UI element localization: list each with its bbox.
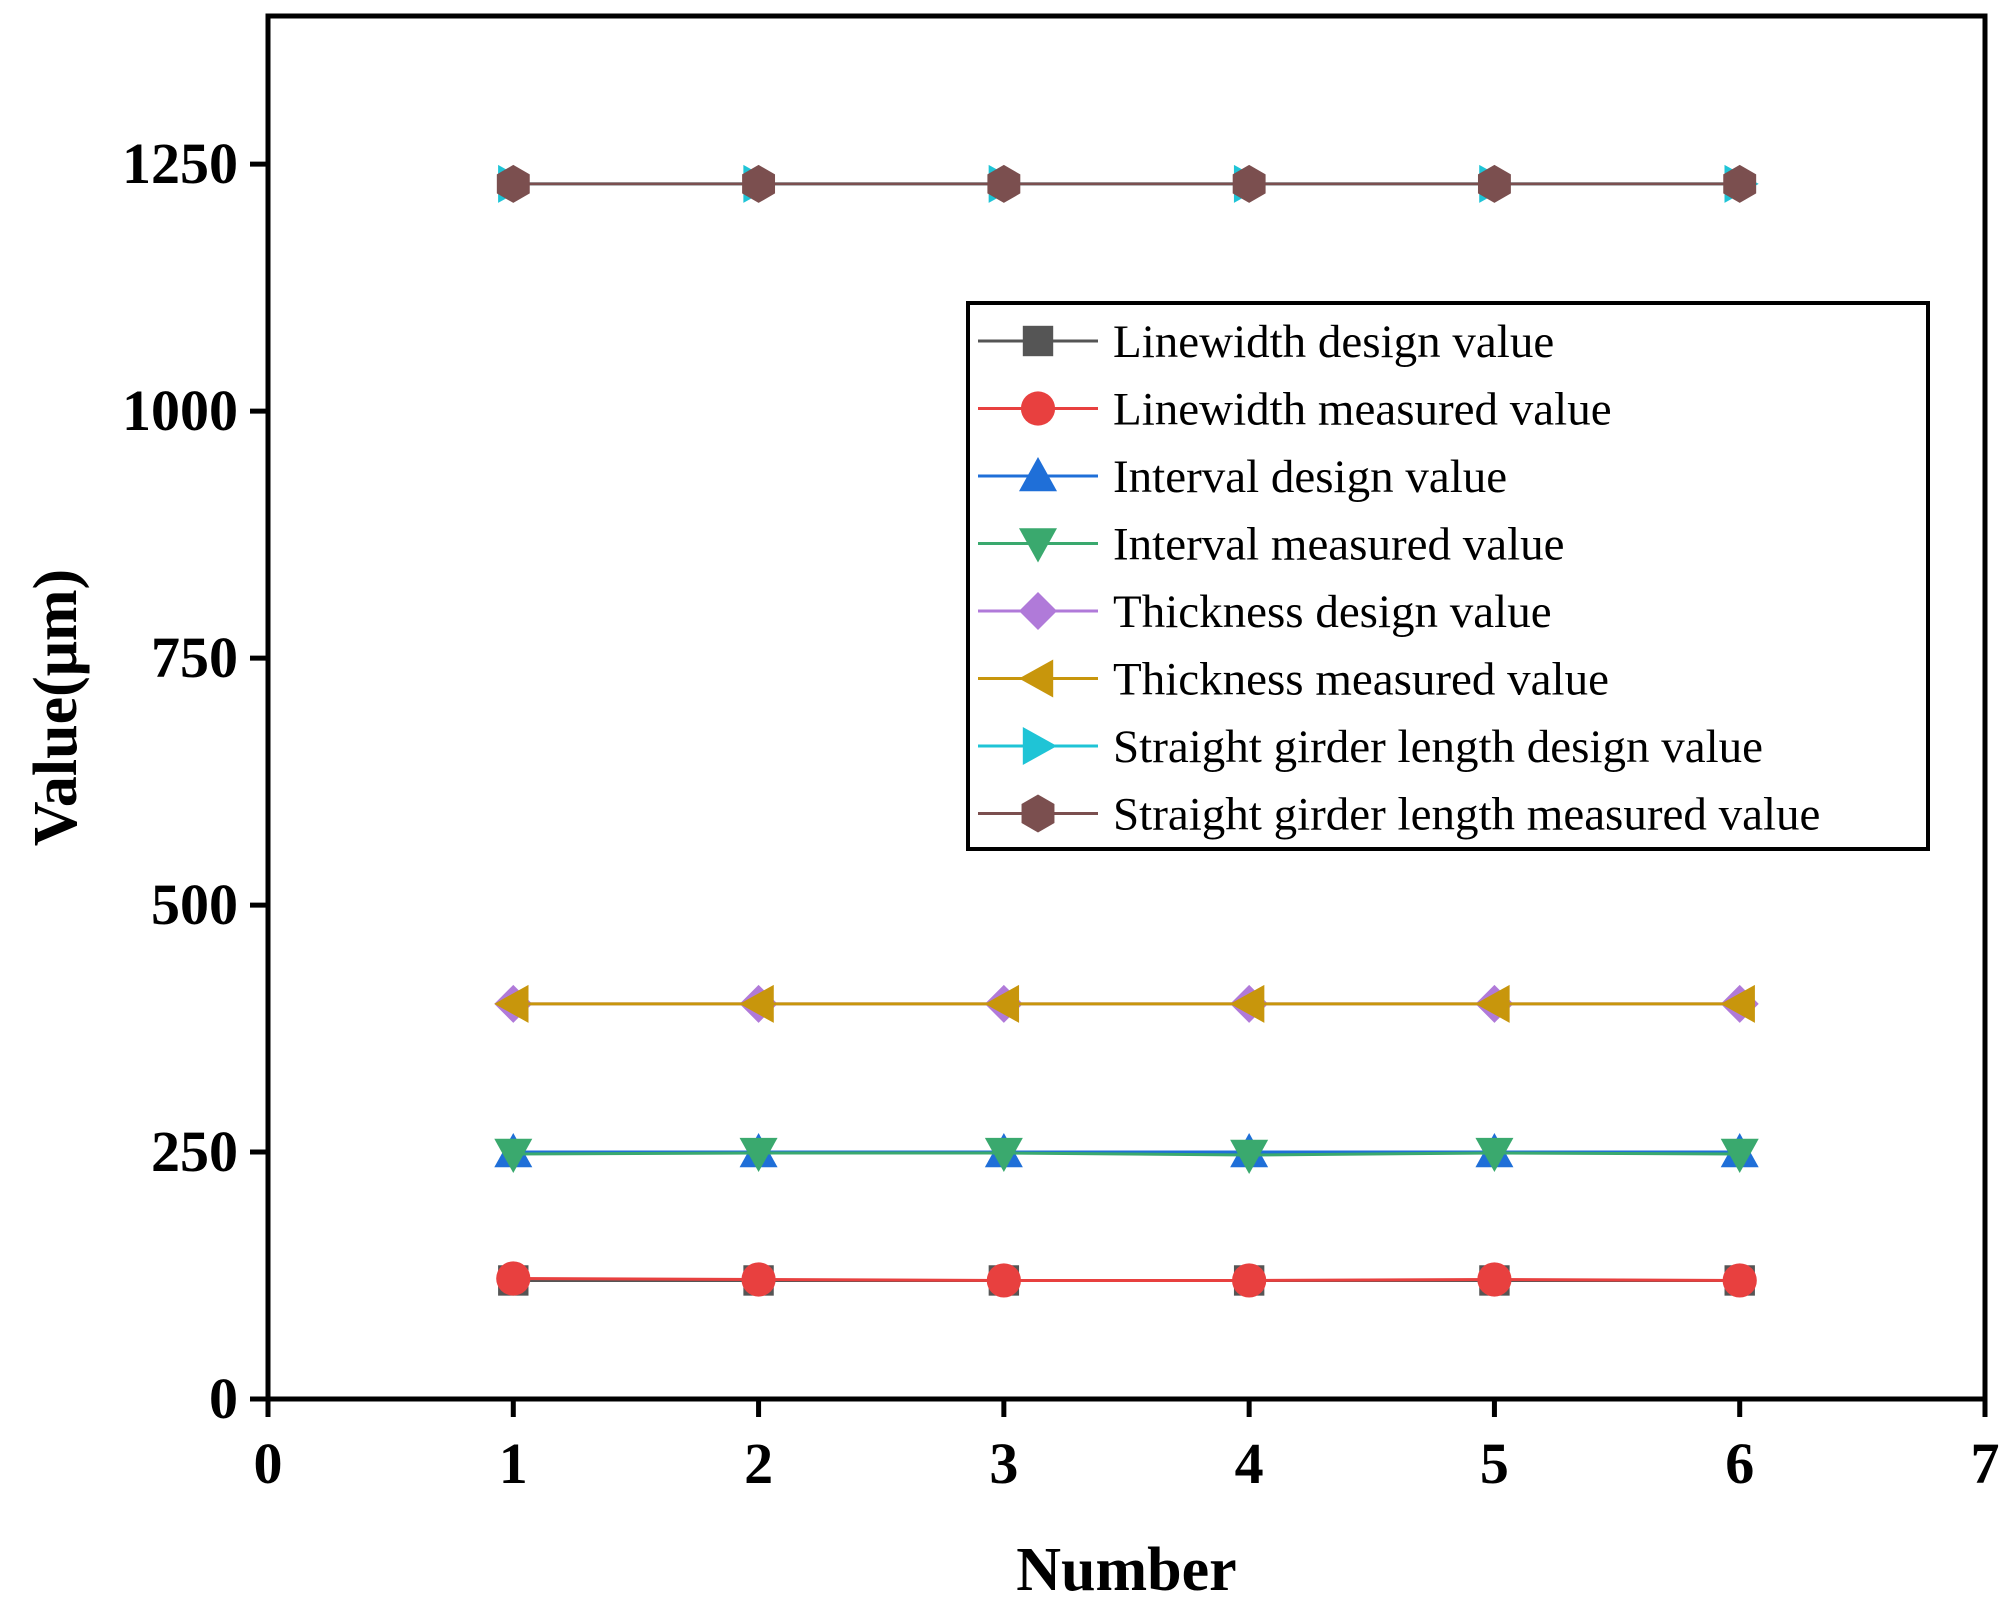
plot-frame [265, 13, 1988, 1402]
legend-label: Straight girder length design value [1113, 721, 1763, 773]
y-axis-title: Value(μm) [22, 569, 90, 846]
axis-layer: 0 1 2 3 4 5 6 7 0 250 500 750 1000 1250 [122, 131, 2000, 1496]
legend-marker [1022, 325, 1054, 357]
x-tick-label: 0 [254, 1431, 283, 1496]
data-point [496, 164, 530, 203]
data-point [494, 984, 529, 1023]
legend-box [966, 301, 1930, 851]
legend-label: Thickness design value [1113, 586, 1552, 638]
legend-item: Interval measured value [978, 519, 1565, 571]
data-point [1720, 1138, 1759, 1174]
data-point [1232, 1263, 1267, 1298]
data-point [1477, 164, 1511, 203]
data-point [1477, 1262, 1512, 1297]
series-3 [494, 1133, 1759, 1168]
x-tick-label: 1 [499, 1431, 528, 1496]
data-point [1230, 1139, 1269, 1174]
data-point [1720, 984, 1755, 1023]
legend-marker [1022, 727, 1057, 765]
x-tick-label: 5 [1480, 1431, 1509, 1496]
data-point [742, 164, 776, 203]
series-4 [494, 1137, 1759, 1174]
legend-label: Linewidth design value [1113, 316, 1554, 368]
data-point [496, 1261, 531, 1296]
y-tick-label: 500 [151, 872, 238, 937]
x-tick-label: 7 [1971, 1431, 2000, 1496]
legend-item: Linewidth measured value [978, 384, 1612, 436]
legend-marker [1020, 391, 1056, 426]
legend-label: Thickness measured value [1113, 654, 1609, 706]
legend: Linewidth design value Linewidth measured… [966, 301, 1930, 851]
y-tick-label: 0 [209, 1366, 238, 1431]
y-tick-label: 1000 [122, 378, 238, 443]
data-point [1722, 1263, 1757, 1298]
data-point [986, 1263, 1021, 1298]
legend-label: Interval measured value [1113, 519, 1565, 571]
series-2 [496, 1261, 1757, 1298]
data-point [739, 984, 774, 1023]
x-tick-label: 6 [1725, 1431, 1754, 1496]
series-layer [494, 164, 1759, 1298]
y-tick-label: 250 [151, 1119, 238, 1184]
legend-marker [1019, 457, 1057, 492]
series-6 [494, 984, 1755, 1023]
data-point [987, 164, 1021, 203]
legend-item: Thickness design value [978, 586, 1552, 638]
data-point [739, 1137, 778, 1173]
legend-item: Straight girder length design value [978, 721, 1763, 773]
series-line [513, 1276, 1740, 1282]
legend-item: Linewidth design value [978, 316, 1554, 368]
data-point [984, 1137, 1023, 1173]
y-tick-label: 750 [151, 625, 238, 690]
legend-item: Thickness measured value [978, 654, 1609, 706]
legend-item: Interval design value [978, 451, 1507, 503]
legend-label: Straight girder length measured value [1113, 789, 1820, 841]
data-point [741, 1262, 776, 1297]
data-point [1475, 984, 1510, 1023]
data-point [494, 1138, 533, 1174]
x-tick-label: 3 [989, 1431, 1018, 1496]
data-point [1723, 164, 1757, 203]
series-8 [496, 164, 1757, 203]
legend-marker [1019, 592, 1057, 630]
legend-label: Interval design value [1113, 451, 1507, 503]
y-tick-label: 1250 [122, 131, 238, 196]
legend-marker [1021, 794, 1055, 833]
legend-marker [1019, 528, 1057, 563]
x-axis-title: Number [1016, 1536, 1236, 1604]
legend-label: Linewidth measured value [1113, 384, 1612, 436]
data-point [1230, 984, 1265, 1023]
legend-marker [1019, 659, 1054, 698]
series-line [513, 1151, 1740, 1157]
data-point [1232, 164, 1266, 203]
legend-item: Straight girder length measured value [978, 789, 1820, 841]
x-tick-label: 2 [744, 1431, 773, 1496]
x-tick-label: 4 [1235, 1431, 1264, 1496]
data-point [1475, 1137, 1514, 1173]
data-point [984, 984, 1020, 1023]
legend-items: Linewidth design value Linewidth measured… [978, 316, 1820, 841]
